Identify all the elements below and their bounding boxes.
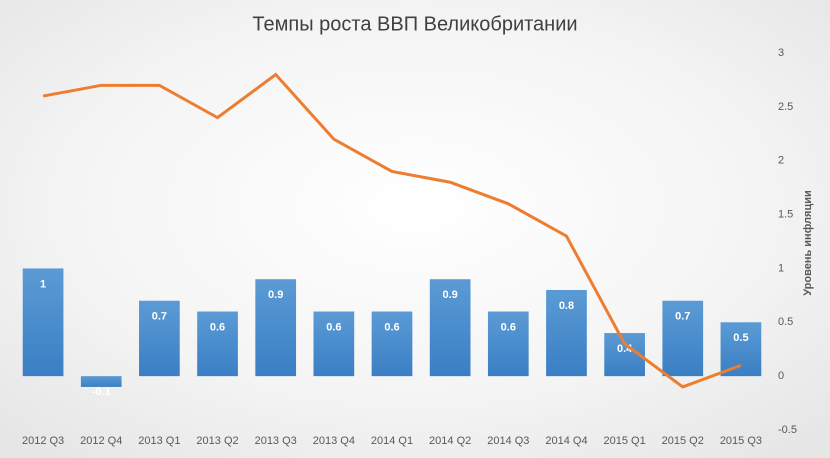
value-label: 0.9 [443,289,458,301]
x-tick-label: 2012 Q4 [80,435,122,447]
value-label: 0.8 [559,300,574,312]
bar [139,300,180,377]
x-tick-label: 2013 Q2 [196,435,238,447]
bar [371,311,413,377]
bar [546,289,587,377]
x-tick-label: 2015 Q1 [604,435,646,447]
y-tick-label: 2 [778,155,784,167]
y-tick-label: 1 [778,262,784,274]
bar [487,311,529,377]
value-label: 0.6 [384,321,399,333]
chart-title: Темпы роста ВВП Великобритании [252,13,577,35]
x-tick-label: 2013 Q1 [138,435,180,447]
bar [429,279,471,377]
x-tick-label: 2013 Q3 [255,435,297,447]
bar [22,268,64,377]
bar [720,322,762,377]
value-label: 0.6 [501,321,516,333]
value-label: 0.5 [733,332,748,344]
value-label: 0.7 [675,311,690,323]
value-label: 0.6 [210,321,225,333]
value-label: 0.6 [326,321,341,333]
value-label: -0.1 [92,386,111,398]
x-tick-label: 2015 Q3 [720,435,762,447]
x-tick-label: 2014 Q2 [429,435,471,447]
line [42,72,742,389]
value-label: 1 [40,278,46,290]
y-axis-label: Уровень инфляции [802,190,814,296]
y-tick-label: 2.5 [778,101,793,113]
bar [662,300,704,377]
bar [313,311,355,377]
y-tick-label: -0.5 [778,424,797,436]
x-tick-label: 2014 Q3 [487,435,529,447]
y-tick-label: 3 [778,47,784,59]
x-tick-label: 2014 Q4 [545,435,587,447]
x-tick-label: 2015 Q2 [662,435,704,447]
value-label: 0.7 [152,311,167,323]
y-tick-label: 0.5 [778,316,793,328]
bar [80,376,122,387]
bar [255,279,297,377]
x-tick-label: 2012 Q3 [22,435,64,447]
value-label: 0.9 [268,289,283,301]
x-tick-label: 2013 Q4 [313,435,355,447]
y-tick-label: 0 [778,370,784,382]
x-tick-label: 2014 Q1 [371,435,413,447]
bar [197,311,238,377]
y-tick-label: 1.5 [778,208,793,220]
